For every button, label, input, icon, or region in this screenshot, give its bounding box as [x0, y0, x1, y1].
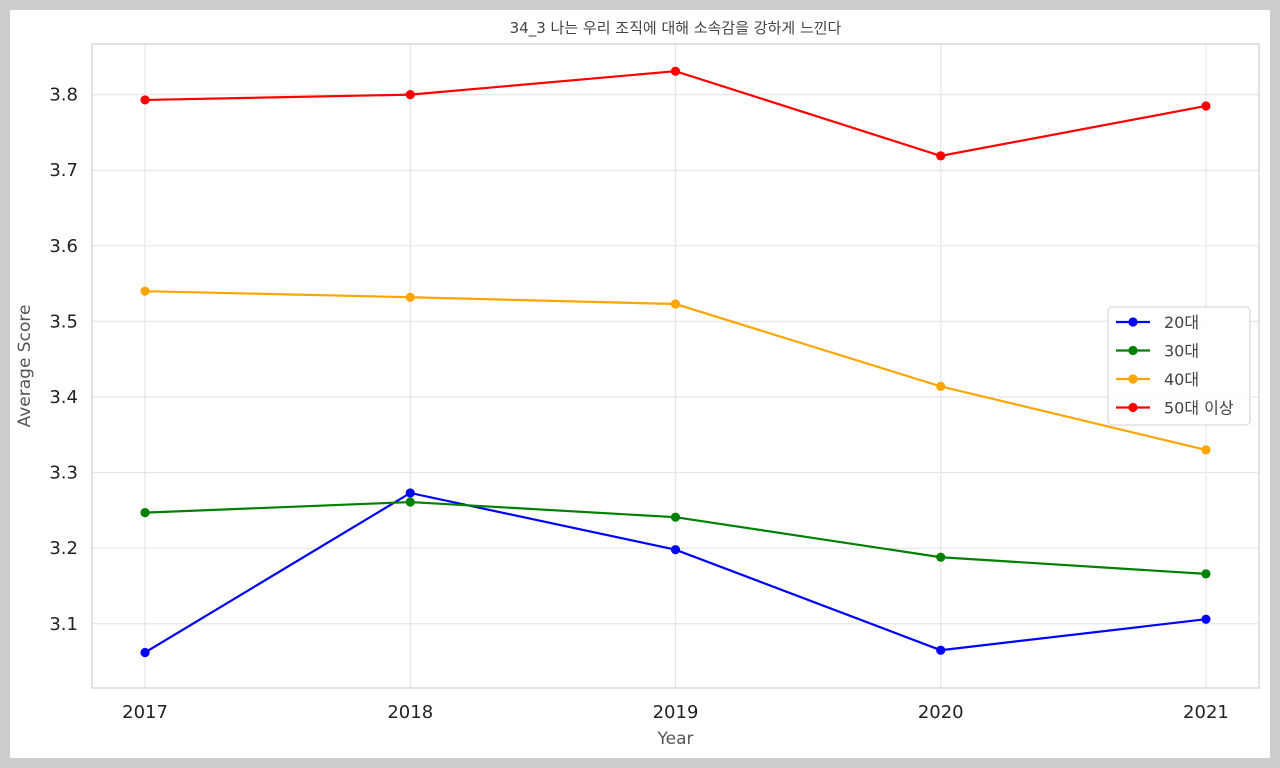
y-tick-label: 3.3 — [49, 463, 78, 484]
legend-swatch-marker — [1128, 402, 1138, 413]
x-tick-label: 2021 — [1183, 702, 1229, 723]
y-tick-label: 3.6 — [49, 236, 78, 257]
y-tick-label: 3.8 — [49, 85, 78, 106]
legend-item: 30대 — [1116, 342, 1199, 361]
plot-area — [91, 43, 1260, 689]
data-point — [936, 552, 946, 562]
x-tick-label: 2018 — [387, 702, 433, 723]
data-point — [1201, 569, 1211, 579]
data-point — [405, 90, 415, 100]
line-chart: 34_3 나는 우리 조직에 대해 소속감을 강하게 느낀다 3.1 3.2 3.3… — [15, 19, 1260, 749]
y-tick-label: 3.2 — [49, 538, 78, 559]
grid-lines — [92, 44, 1259, 688]
legend-swatch-marker — [1128, 345, 1138, 356]
data-point — [140, 95, 150, 105]
chart-title: 34_3 나는 우리 조직에 대해 소속감을 강하게 느낀다 — [510, 19, 842, 38]
data-point — [936, 151, 946, 161]
series-3 — [140, 286, 1211, 455]
data-point — [405, 488, 415, 498]
axis-ticks: 3.1 3.2 3.3 3.4 3.5 3.6 3.7 3.8 2017 2018 2019 2020… — [49, 85, 1229, 723]
data-point — [140, 508, 150, 518]
data-point — [405, 292, 415, 302]
data-point — [1201, 101, 1211, 111]
legend-swatch-marker — [1128, 374, 1138, 384]
x-tick-label: 2019 — [653, 702, 699, 723]
series-2 — [140, 497, 1211, 579]
data-point — [670, 512, 681, 522]
legend-label: 20대 — [1164, 313, 1199, 332]
legend-label: 50대 이상 — [1164, 399, 1234, 418]
x-tick-label: 2017 — [122, 702, 168, 723]
chart-frame: 34_3 나는 우리 조직에 대해 소속감을 강하게 느낀다 3.1 3.2 3.3… — [10, 10, 1270, 758]
series-1 — [140, 488, 1211, 658]
data-point — [936, 645, 946, 655]
data-point — [670, 299, 681, 309]
legend: 20대 30대 40대 50대 이상 — [1107, 306, 1251, 426]
legend-item: 40대 — [1116, 370, 1199, 389]
y-tick-label: 3.1 — [49, 614, 78, 635]
data-point — [936, 381, 946, 392]
series-4 — [140, 66, 1211, 161]
data-point — [1201, 445, 1211, 455]
data-point — [140, 647, 150, 658]
x-axis-title: Year — [657, 729, 694, 749]
data-point — [670, 66, 681, 76]
legend-item: 20대 — [1116, 313, 1199, 332]
data-point — [1201, 614, 1211, 624]
data-point — [140, 286, 150, 296]
x-tick-label: 2020 — [918, 702, 964, 723]
legend-item: 50대 이상 — [1116, 399, 1234, 418]
y-tick-label: 3.7 — [49, 160, 78, 181]
data-point — [405, 497, 415, 507]
y-tick-label: 3.5 — [49, 311, 78, 332]
legend-box — [1107, 306, 1251, 426]
series-lines — [140, 66, 1211, 658]
y-axis-title: Average Score — [15, 305, 35, 428]
legend-swatch-marker — [1128, 317, 1138, 327]
data-point — [670, 545, 681, 555]
legend-label: 30대 — [1164, 342, 1199, 361]
y-tick-label: 3.4 — [49, 387, 78, 408]
legend-label: 40대 — [1164, 370, 1199, 389]
